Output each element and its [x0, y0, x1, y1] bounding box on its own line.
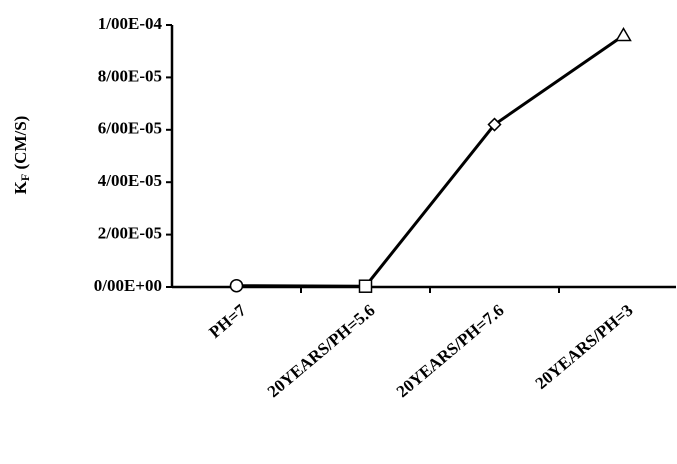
marker [229, 278, 244, 293]
y-tick-label: 6/00E-05 [98, 119, 162, 138]
y-tick-label: 8/00E-05 [98, 66, 162, 85]
marker [358, 279, 373, 293]
marker [487, 117, 502, 132]
series-line [236, 34, 625, 288]
y-tick-label: 2/00E-05 [98, 224, 162, 243]
x-tick-label: 20YEARS/PH=7.6 [393, 301, 508, 402]
marker [615, 26, 632, 42]
x-tick-label: 20YEARS/PH=3 [532, 301, 637, 393]
y-tick-label: 1/00E-04 [98, 14, 163, 33]
y-label-sub: F [18, 174, 32, 181]
y-label-main: K [11, 180, 30, 194]
y-axis-label: KF (CM/S) [11, 116, 32, 195]
y-tick-label: 4/00E-05 [98, 171, 162, 190]
x-tick-label: PH=7 [205, 300, 250, 342]
y-tick-label: 0/00E+00 [94, 276, 162, 295]
y-label-rest: (CM/S) [11, 116, 30, 174]
x-tick-label: 20YEARS/PH=5.6 [264, 301, 379, 402]
